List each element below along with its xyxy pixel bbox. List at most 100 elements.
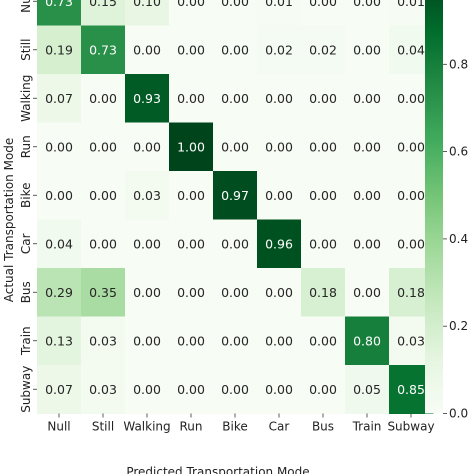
cell-value-label: 0.19 [45,42,73,57]
heatmap-cell [345,365,390,414]
heatmap-cell [37,25,82,75]
heatmap-cell [345,74,390,123]
cell-value-label: 0.00 [397,139,425,154]
heatmap-cell [37,0,82,26]
heatmap-cell [213,74,258,123]
cell-value-label: 0.03 [133,188,161,203]
heatmap-cell [213,171,258,220]
y-tick-label: Walking [19,75,33,122]
cell-value-label: 0.18 [397,285,425,300]
x-tick-label: Null [47,420,70,434]
cell-value-label: 0.00 [309,333,337,348]
heatmap-cell [301,268,346,317]
y-tick-label: Bike [19,183,33,208]
x-tick-label: Car [269,420,290,434]
cell-value-label: 0.01 [397,0,425,9]
cell-value-label: 0.00 [353,42,381,57]
heatmap-cell [125,219,170,269]
heatmap-cell [257,171,302,220]
cell-value-label: 0.73 [89,42,117,57]
cell-value-label: 0.00 [133,285,161,300]
heatmap-cell [301,171,346,220]
heatmap-cell [81,122,126,172]
y-tick-label: Null [19,0,33,13]
y-axis-title: Actual Transportation Mode [2,138,16,303]
cell-value-label: 0.00 [221,333,249,348]
cell-value-label: 0.00 [133,236,161,251]
cell-value-label: 0.07 [45,382,73,397]
heatmap-cell [37,316,82,366]
heatmap-cell [37,122,82,172]
cell-value-label: 0.80 [353,333,381,348]
cell-value-label: 0.07 [45,91,73,106]
x-tick-labels: Null Still Walking Run Bike Car Bus Train Subway [47,413,435,434]
cell-value-label: 0.10 [133,0,161,9]
heatmap-cell [37,171,82,220]
heatmap-cell [169,219,214,269]
heatmap-cell [345,316,390,366]
heatmap-cell [169,268,214,317]
x-tick-label: Bus [312,420,334,434]
cell-value-label: 0.29 [45,285,73,300]
heatmap-cell [37,268,82,317]
cell-value-label: 0.00 [265,139,293,154]
cell-value-label: 0.00 [177,188,205,203]
cell-value-label: 0.13 [45,333,73,348]
heatmap-cell [125,316,170,366]
heatmap-cell [257,219,302,269]
heatmap-cell [345,122,390,172]
cell-value-label: 0.00 [133,382,161,397]
heatmap-cell [301,25,346,75]
heatmap-cell [257,0,302,26]
y-tick-label: Bus [19,281,33,303]
x-tick-label: Walking [123,420,170,434]
heatmap-cell [301,74,346,123]
heatmap-cell [345,25,390,75]
heatmap-cell [81,74,126,123]
cell-value-label: 0.04 [397,42,425,57]
cell-value-label: 0.00 [133,139,161,154]
heatmap-cell [213,25,258,75]
heatmap-cell [169,316,214,366]
heatmap-cell [169,122,214,172]
heatmap-cell [125,365,170,414]
cell-value-label: 0.00 [221,382,249,397]
cell-value-label: 0.00 [221,42,249,57]
cell-value-label: 0.03 [89,333,117,348]
y-tick-labels: Null Still Walking Run Bike Car Bus Train Subway [19,0,37,413]
heatmap-cell [257,365,302,414]
cell-value-label: 0.73 [45,0,73,9]
cell-value-label: 0.00 [265,285,293,300]
heatmap-cell [169,365,214,414]
colorbar-tick-label: 0.4 [449,232,468,246]
cell-value-label: 0.00 [177,0,205,9]
heatmap-cell [301,219,346,269]
heatmap-cell [257,316,302,366]
heatmap-cell [257,74,302,123]
x-tick-label: Subway [387,420,434,434]
heatmap-cell [213,0,258,26]
cell-value-label: 0.00 [265,91,293,106]
heatmap-cell [169,25,214,75]
cell-value-label: 0.03 [397,333,425,348]
cell-value-label: 0.18 [309,285,337,300]
cell-value-label: 0.35 [89,285,117,300]
x-axis-title: Predicted Transportation Mode [126,465,309,474]
cell-value-label: 0.00 [309,382,337,397]
cell-value-label: 0.97 [221,188,249,203]
cell-value-label: 0.00 [177,42,205,57]
y-tick-label: Still [19,39,33,61]
x-tick-label: Still [92,420,114,434]
heatmap-cell [301,365,346,414]
cell-value-label: 0.00 [89,91,117,106]
heatmap-cell [345,268,390,317]
heatmap-cell [301,0,346,26]
heatmap-cell [81,268,126,317]
cell-value-label: 0.93 [133,91,161,106]
cell-value-label: 0.85 [397,382,425,397]
heatmap-cell [301,316,346,366]
heatmap-cell [81,0,126,26]
heatmap-cell [81,25,126,75]
y-tick-label: Car [19,233,33,254]
heatmap-cell [345,0,390,26]
